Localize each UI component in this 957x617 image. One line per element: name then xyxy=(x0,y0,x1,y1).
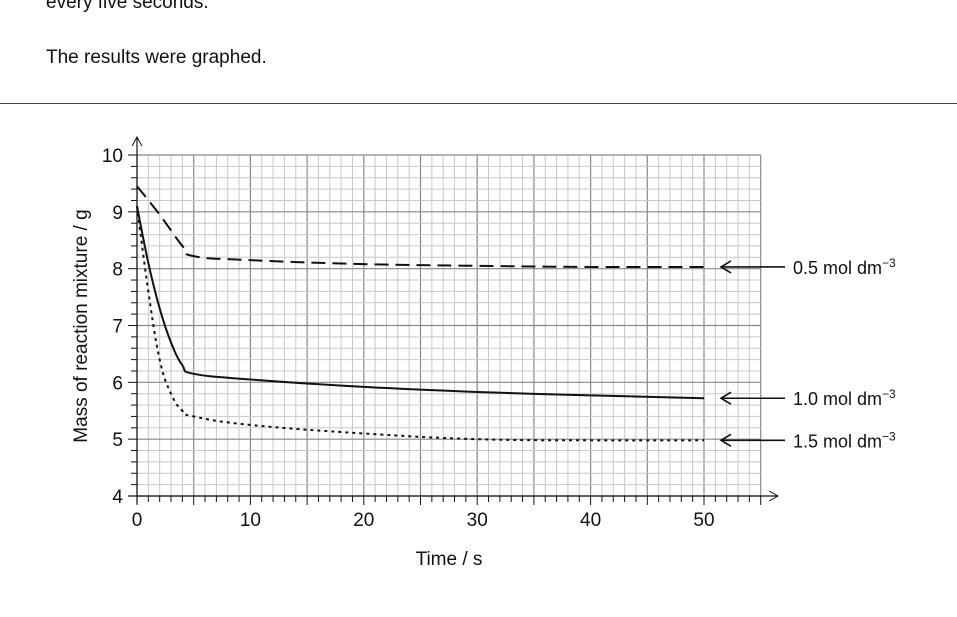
x-tick-label: 20 xyxy=(353,510,374,531)
superscript: −3 xyxy=(882,429,896,443)
arrow-left-icon xyxy=(719,391,732,405)
x-tick-label: 0 xyxy=(132,510,143,531)
arrow-left-icon xyxy=(719,433,732,447)
x-axis-label: Time / s xyxy=(416,549,483,570)
series-lines xyxy=(136,185,705,442)
y-tick-label: 4 xyxy=(112,487,123,508)
x-tick-label: 10 xyxy=(240,510,261,531)
series-labels: 0.5 mol dm−3 1.0 mol dm−3 1.5 mol dm−3 xyxy=(719,256,896,451)
body-text-line: The results were graphed. xyxy=(46,47,267,68)
series-line xyxy=(136,206,705,442)
y-tick-label: 7 xyxy=(112,317,123,338)
superscript: −3 xyxy=(882,387,896,401)
y-axis-label: Mass of reaction mixture / g xyxy=(71,209,92,442)
y-tick-label: 10 xyxy=(102,146,123,167)
y-tick-label: 8 xyxy=(112,260,123,281)
x-axis-arrow-icon xyxy=(768,490,780,502)
x-tick-label: 40 xyxy=(580,510,601,531)
y-tick-label: 9 xyxy=(112,203,123,224)
series-label: 0.5 mol dm−3 xyxy=(793,256,896,278)
y-tick-label: 6 xyxy=(112,373,123,394)
y-tick-label: 5 xyxy=(112,430,123,451)
y-axis-arrow-icon xyxy=(131,135,143,147)
divider xyxy=(0,103,957,104)
body-text-line: every five seconds. xyxy=(46,0,209,13)
series-label: 1.5 mol dm−3 xyxy=(793,429,896,451)
x-tick-label: 30 xyxy=(467,510,488,531)
series-line xyxy=(136,205,705,400)
grid xyxy=(136,154,762,497)
series-label: 1.0 mol dm−3 xyxy=(793,387,896,409)
x-tick-label: 50 xyxy=(693,510,714,531)
superscript: −3 xyxy=(882,256,896,270)
series-line xyxy=(136,185,705,269)
arrow-left-icon xyxy=(719,260,732,274)
axes: 0 10 20 30 40 50 4 5 6 7 8 9 10 xyxy=(102,135,780,531)
